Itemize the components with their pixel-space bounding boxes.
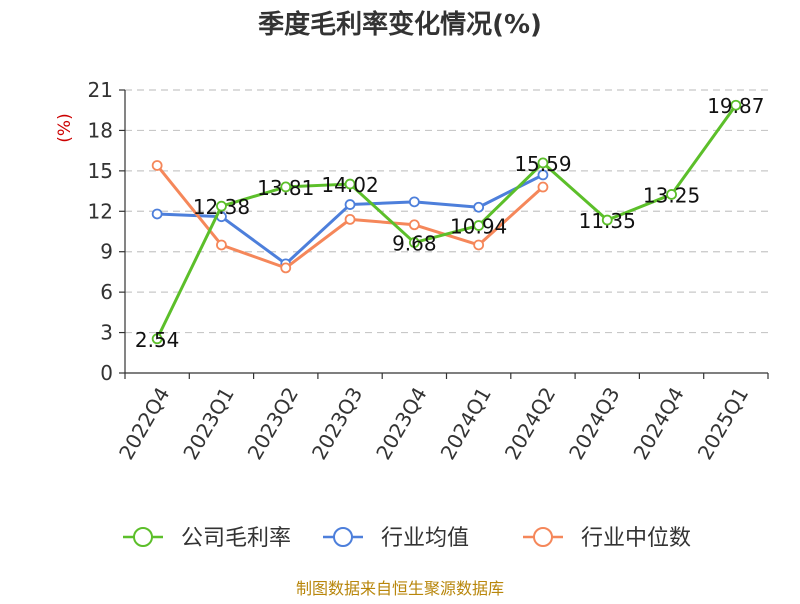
data-point [666,189,677,200]
data-label: 11.35 [579,209,636,233]
series-layer [151,99,742,345]
x-tick-label: 2022Q4 [114,383,174,464]
x-tick-label: 2024Q1 [435,383,495,464]
data-label: 12.38 [193,195,250,219]
data-point [344,178,356,190]
data-point [408,237,420,248]
legend-label: 行业均值 [381,526,469,551]
data-label: 14.02 [321,173,378,197]
data-point [730,99,742,111]
data-point [344,199,356,210]
data-point [344,213,356,225]
data-point [537,181,549,193]
data-point [408,196,420,208]
data-point [280,181,292,193]
source-note: 制图数据来自恒生聚源数据库 [296,579,504,598]
data-point [537,169,549,181]
data-point [473,239,485,251]
data-label: 9.68 [392,232,437,256]
data-point [473,220,485,231]
x-tick-label: 2024Q3 [564,383,624,464]
y-tick-label: 12 [88,199,113,223]
data-label: 15.59 [514,152,571,176]
data-point [216,200,227,212]
legend-marker [133,527,153,547]
x-tick-label: 2024Q4 [628,383,688,464]
x-tick-label: 2024Q2 [500,383,560,464]
data-point [151,160,163,171]
data-point [473,201,485,213]
data-point [151,333,163,345]
legend[interactable]: 公司毛利率 行业均值 行业中位数 [123,526,691,551]
x-tick-label: 2023Q3 [307,383,367,464]
chart-title: 季度毛利率变化情况(%) [258,9,542,40]
y-tick-label: 15 [88,159,113,183]
y-tick-label: 6 [100,280,113,304]
series-line [155,104,738,340]
x-tick-label: 2025Q1 [693,383,753,464]
data-point [537,157,549,169]
data-label: 2.54 [135,328,180,352]
y-tick-label: 9 [100,240,113,264]
data-point [151,208,163,220]
x-tick-label: 2023Q1 [178,383,238,464]
data-label: 10.94 [450,215,507,239]
legend-marker [533,527,553,547]
legend-label: 行业中位数 [581,526,691,551]
legend-item[interactable]: 行业中位数 [523,526,691,551]
data-point [280,262,292,274]
legend-label: 公司毛利率 [181,526,291,551]
y-tick-label: 3 [100,321,113,345]
data-label: 19.87 [707,94,764,118]
legend-item[interactable]: 行业均值 [323,526,469,551]
x-tick-label: 2023Q4 [371,383,431,464]
legend-marker [333,527,353,547]
y-tick-label: 21 [88,78,113,102]
y-axis-label: (%) [55,113,75,142]
data-label: 13.25 [643,183,700,207]
data-point [216,239,227,251]
data-label-layer: 2.54 12.38 13.81 14.02 9.68 10.94 15.59 11.35 13… [135,94,765,352]
data-point [408,219,420,231]
legend-item[interactable]: 公司毛利率 [123,526,291,551]
data-label: 13.81 [257,176,314,200]
y-tick-label: 18 [88,118,113,142]
x-tick-label: 2023Q2 [243,383,303,464]
data-point [601,214,613,226]
y-tick-label: 0 [100,361,113,385]
